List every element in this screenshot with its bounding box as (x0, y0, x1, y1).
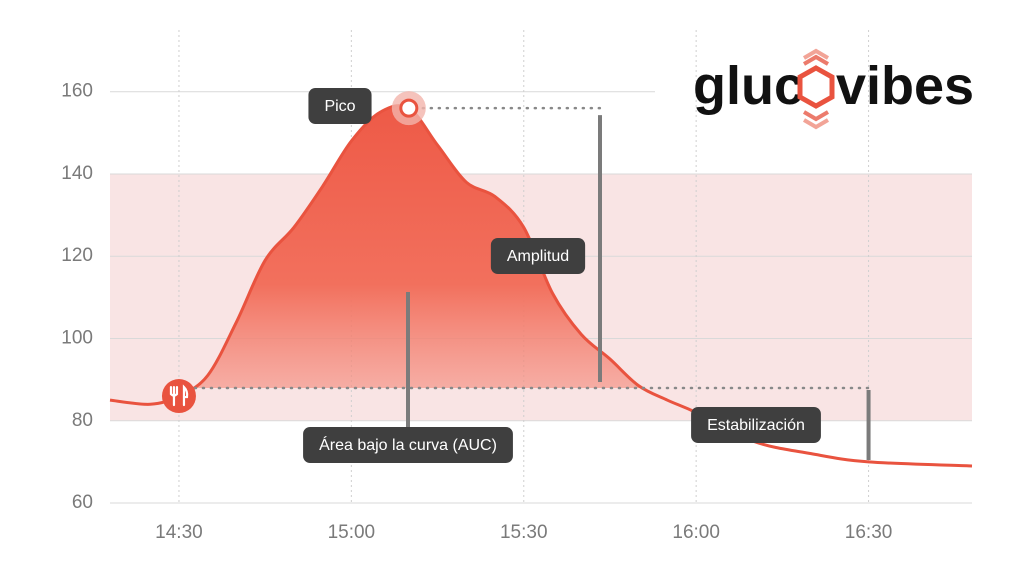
logo-text-left: gluc (693, 56, 804, 116)
x-tick-label: 16:30 (845, 522, 893, 543)
peak-marker (399, 98, 419, 118)
meal-icon (169, 384, 189, 407)
meal-marker (161, 379, 196, 414)
annotation: Estabilización (691, 407, 821, 443)
logo: gluc vibes (693, 48, 974, 130)
y-tick-label: 160 (61, 81, 93, 102)
annotation: Amplitud (490, 238, 586, 274)
x-tick-label: 14:30 (155, 522, 203, 543)
y-tick-label: 60 (72, 492, 93, 513)
annotation: Área bajo la curva (AUC) (303, 427, 513, 463)
logo-text-right: vibes (836, 56, 974, 116)
x-tick-label: 16:00 (672, 522, 720, 543)
annotation-label: Amplitud (507, 248, 569, 265)
annotation: Pico (308, 88, 372, 124)
annotation-label: Estabilización (707, 417, 805, 434)
logo-chevron (802, 48, 830, 60)
y-tick-label: 140 (61, 163, 93, 184)
logo-chevron (802, 110, 830, 122)
logo-chevron (802, 54, 830, 66)
logo-chevron (802, 118, 830, 130)
x-tick-label: 15:30 (500, 522, 548, 543)
y-tick-label: 120 (61, 245, 93, 266)
y-tick-label: 80 (72, 410, 93, 431)
auc-area (194, 105, 643, 389)
x-tick-label: 15:00 (328, 522, 376, 543)
annotation-box (490, 238, 586, 274)
annotation-box (303, 427, 513, 463)
annotation-box (691, 407, 821, 443)
annotation-box (308, 88, 372, 124)
annotation-label: Área bajo la curva (AUC) (319, 435, 497, 454)
annotation-label: Pico (324, 98, 355, 115)
y-tick-label: 100 (61, 327, 93, 348)
logo-icon (797, 65, 835, 109)
